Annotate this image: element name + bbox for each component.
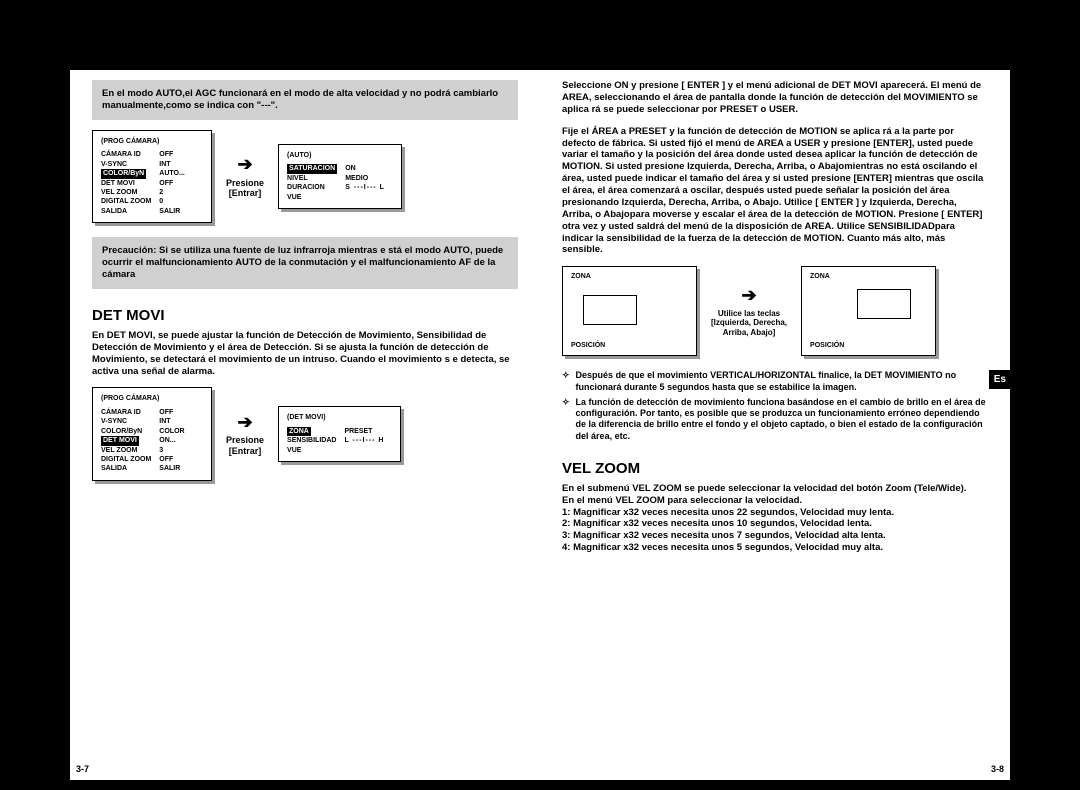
zona-label: ZONA: [571, 273, 688, 280]
infobox-precaution: Precaución: Si se utiliza una fuente de …: [92, 237, 518, 289]
left-content: En el modo AUTO,el AGC funcionará en el …: [70, 70, 540, 505]
arrow-keys-label3: Arriba, Abajo]: [723, 328, 776, 337]
det-movi-body: En DET MOVI, se puede ajustar la función…: [92, 330, 518, 378]
body-select-on: Seleccione ON y presione [ ENTER ] y el …: [562, 80, 988, 116]
note-symbol-icon: ✧: [562, 397, 570, 442]
body-area-preset: Fije el ÁREA a PRESET y la función de de…: [562, 126, 988, 257]
arrow-press-enter-1: ➔ Presione [Entrar]: [226, 154, 264, 199]
page-number-left: 3-7: [76, 764, 89, 774]
arrow-right-icon: ➔: [711, 285, 787, 307]
det-movi-title: DET MOVI: [92, 307, 518, 324]
zona-rect: [583, 295, 637, 325]
vel-zoom-title: VEL ZOOM: [562, 460, 988, 477]
posicion-label: POSICIÓN: [571, 342, 605, 349]
arrow-keys-label2: [Izquierda, Derecha,: [711, 318, 787, 327]
menu-det-movi: (DET MOVI)ZONAPRESETSENSIBILIDADL ---I--…: [278, 406, 401, 462]
zona-box-1: ZONA POSICIÓN: [562, 266, 697, 356]
note-symbol-icon: ✧: [562, 370, 570, 393]
zona-rect: [857, 289, 911, 319]
page-right: Es Seleccione ON y presione [ ENTER ] y …: [540, 70, 1010, 780]
figure-row-1: (PROG CÁMARA)CÁMARA IDOFFV-SYNCINTCOLOR/…: [92, 130, 518, 224]
zona-label: ZONA: [810, 273, 927, 280]
page-number-right: 3-8: [991, 764, 1004, 774]
menu-auto: (AUTO)SATURACIONONNIVELMEDIODURACIONS --…: [278, 144, 402, 209]
figure-row-2: (PROG CÁMARA)CÁMARA IDOFFV-SYNCINTCOLOR/…: [92, 387, 518, 481]
vel-zoom-body: En el submenú VEL ZOOM se puede seleccio…: [562, 483, 988, 554]
figure-row-zonas: ZONA POSICIÓN ➔ Utilice las teclas [Izqu…: [562, 266, 988, 356]
arrow-use-keys: ➔ Utilice las teclas [Izquierda, Derecha…: [711, 285, 787, 337]
arrow-label2: [Entrar]: [229, 446, 262, 456]
note-text: Después de que el movimiento VERTICAL/HO…: [576, 370, 988, 393]
right-content: Seleccione ON y presione [ ENTER ] y el …: [540, 70, 1010, 574]
arrow-label: Presione: [226, 178, 264, 188]
note-text: La función de detección de movimiento fu…: [576, 397, 988, 442]
arrow-press-enter-2: ➔ Presione [Entrar]: [226, 412, 264, 457]
note-brightness: ✧ La función de detección de movimiento …: [562, 397, 988, 442]
arrow-right-icon: ➔: [226, 412, 264, 434]
arrow-keys-label1: Utilice las teclas: [718, 309, 780, 318]
infobox-auto-agc: En el modo AUTO,el AGC funcionará en el …: [92, 80, 518, 120]
menu-prog-camara-2: (PROG CÁMARA)CÁMARA IDOFFV-SYNCINTCOLOR/…: [92, 387, 212, 481]
language-tab-es: Es: [989, 370, 1011, 389]
note-vertical-horizontal: ✧ Después de que el movimiento VERTICAL/…: [562, 370, 988, 393]
posicion-label: POSICIÓN: [810, 342, 844, 349]
menu-prog-camara-1: (PROG CÁMARA)CÁMARA IDOFFV-SYNCINTCOLOR/…: [92, 130, 212, 224]
zona-box-2: ZONA POSICIÓN: [801, 266, 936, 356]
arrow-label2: [Entrar]: [229, 188, 262, 198]
page-left: En el modo AUTO,el AGC funcionará en el …: [70, 70, 540, 780]
arrow-right-icon: ➔: [226, 154, 264, 176]
arrow-label: Presione: [226, 435, 264, 445]
